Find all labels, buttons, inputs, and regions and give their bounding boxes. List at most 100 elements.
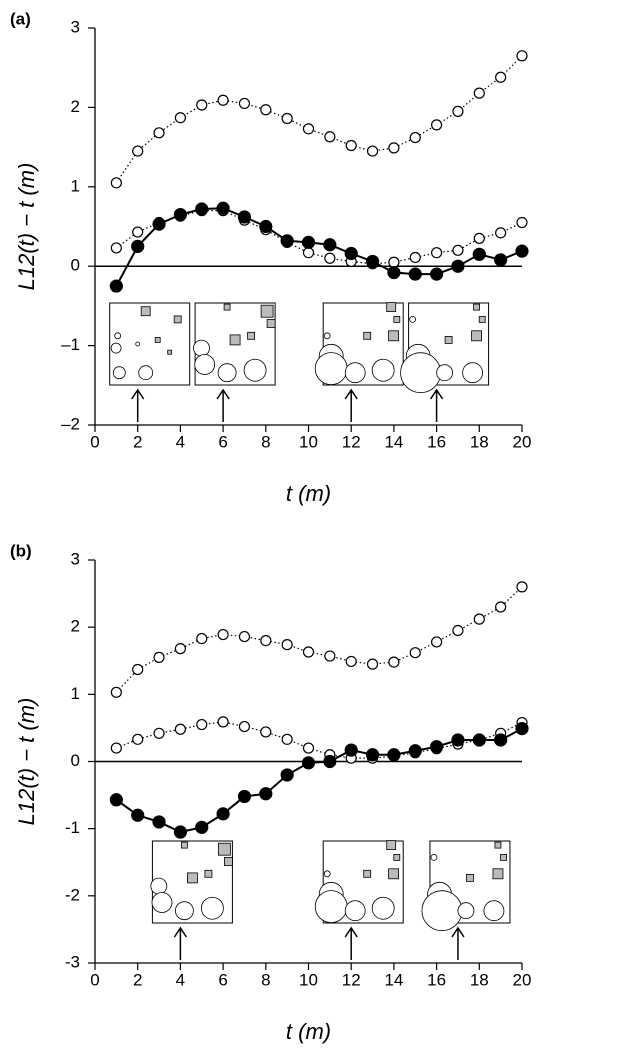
inset-tree [393,854,401,861]
data-point [237,210,252,224]
data-point [301,235,316,249]
data-point [516,581,528,593]
data-point [430,740,444,754]
data-point [516,50,528,62]
data-point [217,628,229,641]
inset-tree [466,874,474,882]
data-point [280,234,294,248]
inset-tree [393,315,401,323]
inset-tree [151,892,173,913]
y-axis-label: L12(t) − t (m) [14,698,39,826]
x-tick-label: 4 [176,432,185,451]
data-point [345,139,357,152]
panel-label: (b) [10,541,32,560]
x-tick-label: 14 [384,970,403,989]
inset-tree [138,365,154,381]
data-point [452,244,464,256]
inset-tree [478,315,486,323]
data-point [495,71,507,83]
inset-tree [174,901,194,921]
data-point [110,242,122,254]
data-point [152,217,166,231]
data-point [324,252,336,264]
data-point [131,808,145,822]
inset-tree [260,304,274,318]
x-tick-label: 8 [261,970,270,989]
inset-tree [409,315,417,323]
data-point [260,726,272,738]
inset-tree [494,841,502,849]
data-point [260,634,272,647]
data-point [344,246,358,261]
data-point [110,177,122,189]
data-point [431,247,443,259]
y-tick-label: -3 [65,952,80,971]
inset-tree [363,331,372,340]
arrow-head [131,388,145,400]
arrow-head [451,926,465,938]
data-point [174,643,186,655]
inset-tree [421,890,463,932]
data-point [238,97,251,110]
x-tick-label: 6 [218,970,227,989]
data-point [495,601,507,613]
inset-tree [388,330,400,342]
data-point [238,720,251,733]
x-axis-label: t (m) [286,1019,331,1044]
inset-tree [223,303,231,311]
x-tick-label: 12 [342,970,361,989]
data-point [196,632,208,645]
inset-tree [186,872,198,884]
inset-tree [217,363,237,383]
inset-tree [135,341,141,347]
data-point [365,748,380,762]
series-line [115,586,523,693]
inset-tree [217,842,231,856]
data-point [473,613,485,625]
inset-tree [114,332,122,340]
y-tick-label: –2 [61,414,80,433]
x-tick-label: 0 [90,970,99,989]
inset-tree [371,896,395,920]
data-point [495,227,507,239]
data-point [281,639,293,651]
y-tick-label: 0 [71,751,80,770]
data-point [217,94,229,106]
arrow-head [344,926,358,938]
inset-tree [110,342,122,354]
y-tick-label: 3 [71,17,80,36]
inset-tree [400,352,442,394]
data-point [196,718,208,731]
data-point [260,104,272,116]
inset-tree [266,319,276,328]
inset-tree [247,331,256,340]
x-tick-label: 20 [513,432,532,451]
inset-tree [500,854,507,861]
inset-tree [204,869,213,878]
y-tick-label: 1 [71,684,80,703]
data-point [366,145,379,157]
data-point [132,226,144,238]
x-tick-label: 10 [299,970,318,989]
x-tick-label: 4 [176,970,185,989]
data-point [132,733,144,745]
x-tick-label: 8 [261,432,270,451]
inset-tree [344,362,366,384]
data-point [515,244,529,258]
y-tick-label: 1 [71,176,80,195]
data-point [473,87,485,99]
data-point [365,254,380,269]
data-point [494,733,508,747]
inset-tree [140,306,151,317]
inset-tree [200,896,224,920]
x-tick-label: 20 [513,970,532,989]
y-tick-label: 3 [71,549,80,568]
inset-tree [473,303,481,311]
data-point [451,259,465,273]
x-tick-label: 10 [299,432,318,451]
data-point [409,647,421,659]
data-point [324,650,336,662]
data-point [302,247,315,259]
inset-tree [173,315,182,324]
inset-tree [323,332,331,340]
